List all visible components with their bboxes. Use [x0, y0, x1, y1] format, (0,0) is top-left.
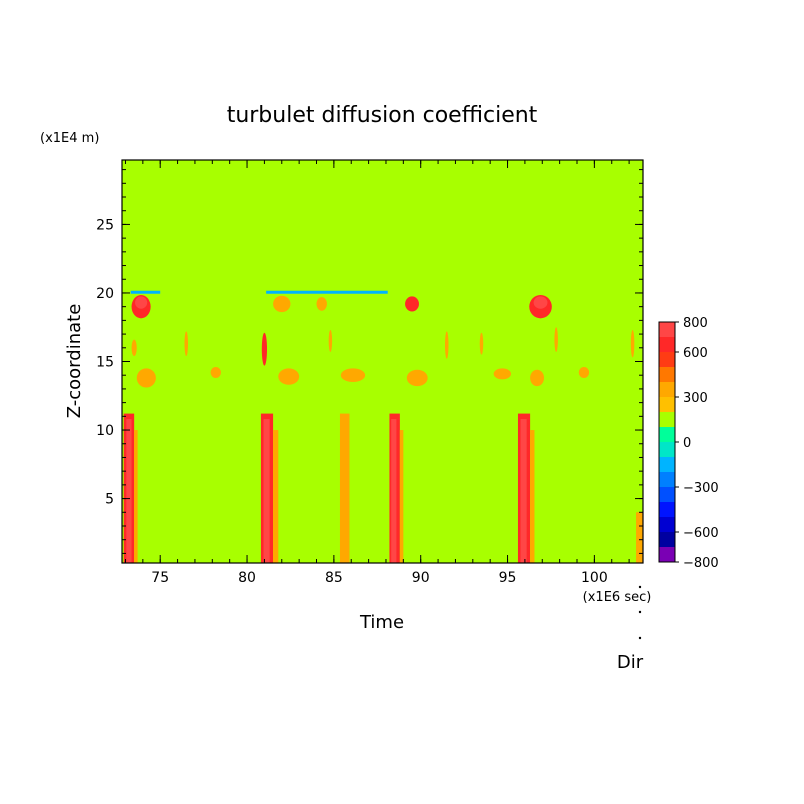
colorbar-swatch: [659, 442, 675, 457]
colorbar-swatch: [659, 352, 675, 367]
field-blob: [445, 331, 449, 359]
direction-label: Dir: [617, 652, 644, 673]
colorbar-tick-label: 0: [683, 436, 691, 451]
field-band: [391, 419, 397, 563]
colorbar-swatch: [659, 397, 675, 412]
chart-title: turbulet diffusion coefficient: [227, 103, 538, 128]
colorbar-swatch: [659, 487, 675, 502]
colorbar-swatch: [659, 337, 675, 352]
field-blob: [533, 296, 548, 309]
colorbar: 800 600 300 0 −300 −600 −800: [658, 316, 719, 571]
field-blob: [630, 329, 635, 358]
x-axis-label: Time: [359, 612, 404, 633]
plot-area: [121, 159, 644, 564]
field-blob: [328, 329, 333, 352]
y-axis: 5 10 15 20 25: [96, 169, 643, 554]
x-unit-label: (x1E6 sec): [583, 590, 652, 605]
colorbar-tick-label: −300: [683, 481, 719, 496]
field-blob: [578, 366, 590, 378]
field-band: [134, 430, 138, 563]
colorbar-swatch: [659, 412, 675, 427]
y-tick-label: 25: [96, 217, 114, 233]
x-tick-label: 75: [151, 570, 169, 586]
field-blob: [405, 296, 419, 312]
colorbar-swatch: [659, 367, 675, 382]
x-axis: 75 80 85 90 95 100: [124, 160, 630, 586]
field-band: [530, 430, 535, 563]
colorbar-swatch: [659, 547, 675, 562]
y-tick-label: 10: [96, 423, 114, 439]
field-band: [126, 419, 132, 563]
colorbar-swatch: [659, 382, 675, 397]
colorbar-swatch: [659, 457, 675, 472]
colorbar-swatch: [659, 532, 675, 547]
field-blob: [316, 297, 327, 311]
direction-dot: [638, 636, 642, 640]
colorbar-tick-label: 600: [683, 346, 708, 361]
colorbar-swatch: [659, 322, 675, 337]
x-tick-label: 95: [499, 570, 517, 586]
x-tick-label: 90: [412, 570, 430, 586]
field-blob: [530, 369, 545, 387]
y-tick-label: 15: [96, 355, 114, 371]
field-blob: [479, 332, 484, 355]
direction-dot: [638, 585, 642, 589]
field-blob: [340, 368, 366, 383]
field-blob: [261, 332, 268, 366]
colorbar-swatch: [659, 472, 675, 487]
y-unit-label: (x1E4 m): [40, 131, 99, 146]
field-band: [520, 419, 527, 563]
x-tick-label: 100: [581, 570, 608, 586]
y-tick-label: 20: [96, 286, 114, 302]
direction-dot: [638, 610, 642, 614]
field-blob: [554, 327, 558, 352]
field-blob: [273, 295, 291, 313]
field-band: [339, 413, 350, 563]
colorbar-swatch: [659, 502, 675, 517]
x-tick-label: 85: [325, 570, 343, 586]
field-band: [263, 419, 270, 563]
field-band: [399, 430, 404, 563]
field-blob: [135, 296, 148, 309]
field-blob: [136, 368, 156, 388]
y-axis-label: Z-coordinate: [64, 304, 85, 419]
field-blob: [278, 368, 300, 385]
x-tick-label: 80: [238, 570, 256, 586]
colorbar-swatch: [659, 517, 675, 532]
y-tick-label: 5: [105, 492, 114, 508]
field-band: [636, 512, 643, 563]
direction-marker: Dir: [617, 585, 644, 673]
colorbar-tick-label: −600: [683, 526, 719, 541]
colorbar-swatch: [659, 427, 675, 442]
field-background: [122, 160, 643, 563]
field-blob: [210, 366, 221, 378]
field-blob: [493, 368, 512, 380]
field-blob: [406, 369, 428, 387]
colorbar-tick-label: 800: [683, 316, 708, 331]
field-band: [273, 430, 279, 563]
field-blob: [184, 331, 188, 357]
colorbar-tick-label: 300: [683, 391, 708, 406]
field-blob: [131, 339, 137, 357]
colorbar-tick-label: −800: [683, 556, 719, 571]
